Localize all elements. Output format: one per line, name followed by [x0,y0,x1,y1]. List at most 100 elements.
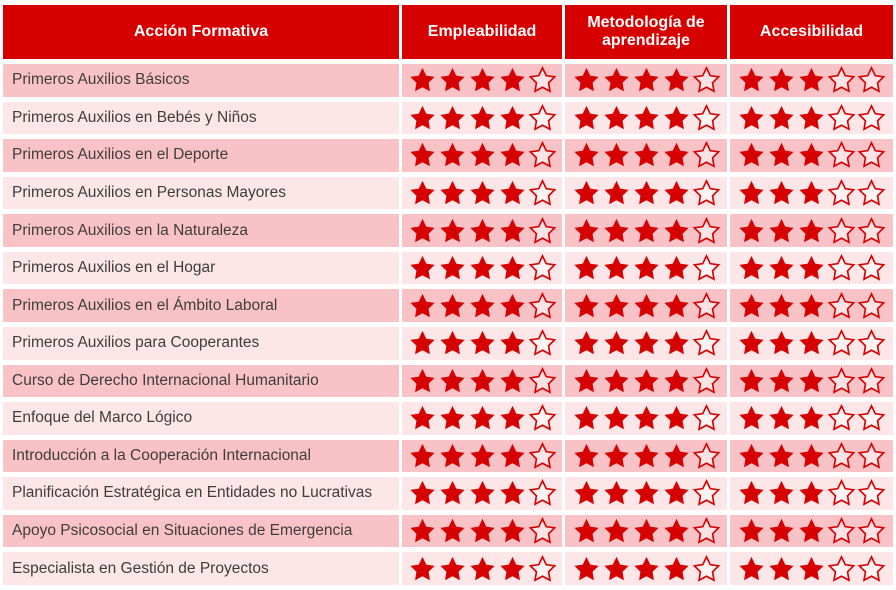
star-empty-icon [692,141,720,169]
star-rating [407,366,557,394]
star-empty-icon [857,517,886,544]
star-empty-icon [528,254,556,281]
star-rating [407,291,557,319]
star-empty-icon [827,216,856,244]
star-filled-icon [769,481,794,505]
course-name-cell: Curso de Derecho Internacional Humanitar… [3,364,399,398]
course-name-cell: Primeros Auxilios en Personas Mayores [3,176,399,210]
star-filled-icon [499,406,525,430]
star-rating [737,103,887,131]
star-filled-icon [603,443,629,468]
star-empty-icon [857,366,886,394]
star-empty-icon [857,216,886,244]
star-rating [571,103,721,131]
table-row: Enfoque del Marco Lógico [3,402,893,435]
star-filled-icon [469,443,495,468]
table-row: Primeros Auxilios en el Deporte [3,139,893,172]
star-empty-icon [857,254,886,281]
star-rating [737,66,887,93]
star-rating [571,366,721,394]
star-rating [407,554,557,582]
star-filled-icon [633,518,659,543]
star-empty-icon [528,329,556,356]
star-rating [571,254,721,281]
course-name-cell: Primeros Auxilios en el Hogar [3,251,399,285]
star-rating [571,178,721,206]
star-rating [407,66,557,93]
star-filled-icon [769,406,794,430]
rating-cell [565,439,727,473]
star-rating [571,517,721,544]
star-empty-icon [857,141,886,169]
star-filled-icon [739,331,764,355]
rating-cell [402,552,562,585]
star-filled-icon [409,105,435,130]
course-name-cell: Primeros Auxilios en el Ámbito Laboral [3,289,399,322]
star-rating [737,366,887,394]
star-rating [571,404,721,432]
rating-cell [402,214,562,247]
star-rating [407,404,557,432]
table-row: Curso de Derecho Internacional Humanitar… [3,364,893,398]
star-filled-icon [439,68,465,92]
rating-cell [730,176,893,210]
star-filled-icon [739,293,764,317]
rating-cell [730,402,893,435]
rating-cell [565,139,727,172]
star-filled-icon [409,293,435,317]
rating-cell [730,326,893,360]
star-filled-icon [573,331,599,355]
star-filled-icon [739,143,764,167]
star-empty-icon [827,141,856,169]
star-filled-icon [573,180,599,205]
star-filled-icon [799,331,824,355]
course-name-cell: Planificación Estratégica en Entidades n… [3,477,399,510]
star-filled-icon [439,368,465,392]
rating-cell [565,214,727,247]
star-filled-icon [739,406,764,430]
star-empty-icon [857,291,886,319]
table-row: Primeros Auxilios en el Hogar [3,251,893,285]
star-filled-icon [603,143,629,167]
star-filled-icon [499,518,525,543]
star-filled-icon [663,406,689,430]
star-filled-icon [799,556,824,580]
star-filled-icon [439,331,465,355]
table-row: Primeros Auxilios en el Ámbito Laboral [3,289,893,322]
star-filled-icon [769,255,794,280]
star-empty-icon [692,479,720,507]
star-filled-icon [499,68,525,92]
star-filled-icon [739,443,764,468]
star-filled-icon [739,105,764,130]
star-filled-icon [469,406,495,430]
column-header-empleabilidad: Empleabilidad [402,5,562,59]
star-rating [407,141,557,169]
star-filled-icon [739,556,764,580]
star-empty-icon [857,329,886,356]
star-filled-icon [663,143,689,167]
star-filled-icon [439,406,465,430]
star-filled-icon [469,331,495,355]
star-rating [407,216,557,244]
rating-cell [402,477,562,510]
course-name-cell: Primeros Auxilios en el Deporte [3,139,399,172]
star-empty-icon [528,66,556,93]
star-filled-icon [469,105,495,130]
star-filled-icon [439,218,465,242]
star-filled-icon [603,518,629,543]
star-rating [407,103,557,131]
star-rating [737,216,887,244]
star-filled-icon [769,180,794,205]
star-filled-icon [799,293,824,317]
rating-cell [565,514,727,548]
star-filled-icon [603,368,629,392]
star-filled-icon [663,443,689,468]
star-empty-icon [827,178,856,206]
rating-cell [402,139,562,172]
star-filled-icon [799,518,824,543]
rating-cell [565,64,727,97]
star-filled-icon [499,218,525,242]
star-filled-icon [409,406,435,430]
star-filled-icon [573,518,599,543]
